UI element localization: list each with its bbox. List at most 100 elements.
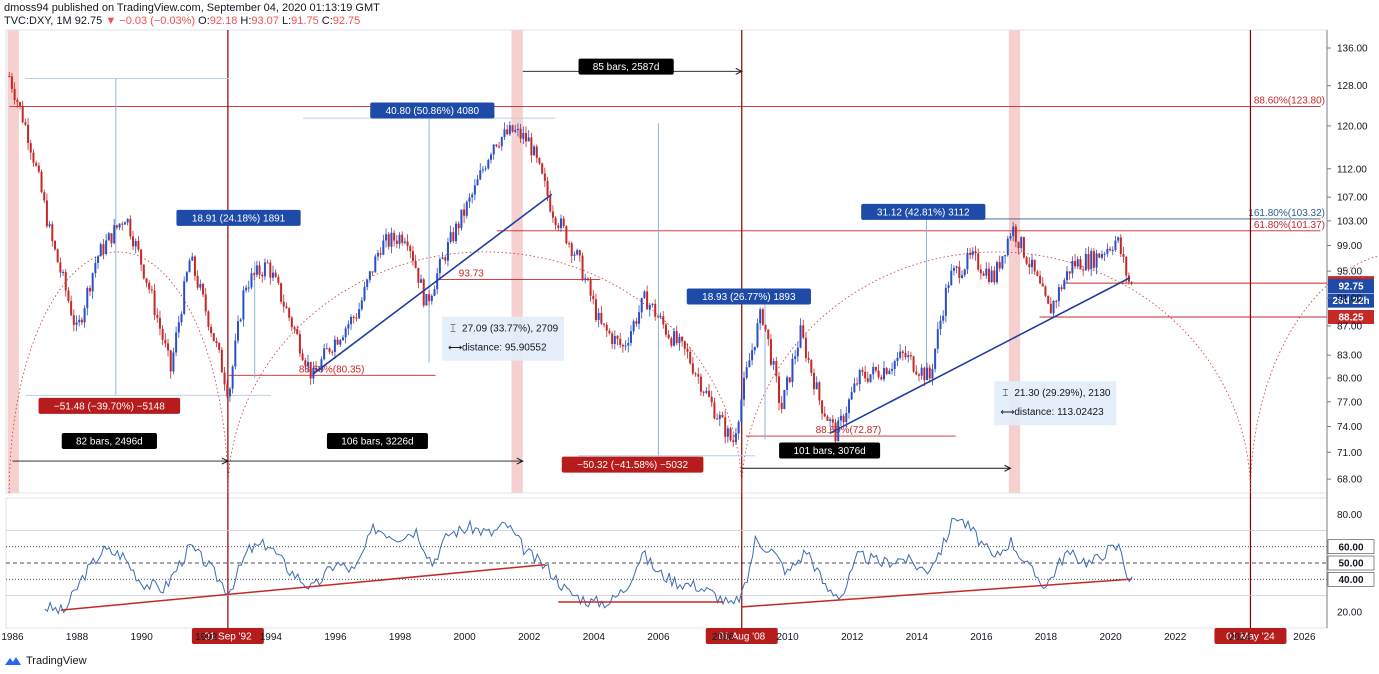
candle-body xyxy=(503,129,506,138)
candle-body xyxy=(815,382,818,390)
candle-body xyxy=(78,319,81,323)
y-tick-label: 80.00 xyxy=(1337,374,1362,385)
candle-body xyxy=(551,211,554,218)
candle-body xyxy=(476,179,479,186)
candle-body xyxy=(1041,283,1044,287)
candle-body xyxy=(250,273,253,288)
candle-body xyxy=(288,308,291,318)
candle-body xyxy=(880,377,883,380)
candle-body xyxy=(780,402,783,410)
candle-body xyxy=(837,420,840,442)
candle-body xyxy=(834,422,837,442)
candle-body xyxy=(664,324,667,335)
candle-body xyxy=(586,278,589,281)
candle-body xyxy=(912,356,915,372)
candle-body xyxy=(422,279,425,306)
candle-body xyxy=(697,374,700,377)
candle-body xyxy=(729,428,732,441)
close-value: 92.75 xyxy=(332,15,361,27)
x-tick-label: 1992 xyxy=(195,632,218,643)
y-tick-label: 71.00 xyxy=(1337,448,1362,459)
candle-body xyxy=(438,259,441,274)
candle-body xyxy=(565,226,568,244)
candle-body xyxy=(1044,286,1047,296)
y-tick-label: 120.00 xyxy=(1337,121,1368,132)
measure-label: 18.91 (24.18%) 1891 xyxy=(176,209,301,226)
candle-body xyxy=(570,243,573,256)
candle-body xyxy=(395,240,398,244)
candle-body xyxy=(1084,253,1087,271)
candle-body xyxy=(86,288,89,309)
candle-body xyxy=(648,305,651,310)
low-label: L: xyxy=(281,15,292,27)
candle-body xyxy=(562,218,565,227)
candle-body xyxy=(484,168,487,170)
candle-body xyxy=(891,368,894,371)
candle-body xyxy=(99,244,102,257)
candle-body xyxy=(1092,251,1095,268)
bar-count-label: 82 bars, 2496d xyxy=(61,432,157,449)
candle-body xyxy=(936,329,939,349)
candle-body xyxy=(70,301,73,316)
arrow-head-icon xyxy=(735,67,743,75)
svg-text:31.12 (42.81%) 3112: 31.12 (42.81%) 3112 xyxy=(877,207,970,218)
candle-body xyxy=(791,358,794,383)
candle-body xyxy=(581,255,584,281)
candle-body xyxy=(231,366,234,389)
candle-body xyxy=(689,351,692,364)
info-box-line1: 27.09 (33.77%), 2709 xyxy=(462,324,559,335)
candle-body xyxy=(487,159,490,169)
candle-body xyxy=(858,370,861,385)
candle-body xyxy=(142,264,145,279)
x-tick-label: 2020 xyxy=(1099,632,1122,643)
candle-body xyxy=(1114,240,1117,251)
candle-body xyxy=(226,384,229,397)
candle-body xyxy=(132,236,135,247)
y-tick-label: 77.00 xyxy=(1337,397,1362,408)
rsi-tick-label: 80.00 xyxy=(1337,510,1362,521)
candle-body xyxy=(627,343,630,346)
candle-body xyxy=(705,390,708,393)
candle-body xyxy=(977,253,980,270)
svg-text:85 bars, 2587d: 85 bars, 2587d xyxy=(593,62,660,73)
price-axis-tag xyxy=(1328,279,1374,294)
candle-body xyxy=(80,319,83,323)
candle-body xyxy=(608,330,611,334)
trendline xyxy=(312,193,553,375)
candle-body xyxy=(944,287,947,316)
candle-body xyxy=(950,270,953,286)
candle-body xyxy=(600,312,603,324)
candle-body xyxy=(812,372,815,390)
candle-body xyxy=(909,355,912,357)
candle-body xyxy=(1100,254,1103,258)
candle-body xyxy=(8,76,11,78)
candle-body xyxy=(59,262,62,273)
candle-body xyxy=(188,260,191,273)
high-value: 93.07 xyxy=(251,15,279,27)
open-value: 92.18 xyxy=(209,15,238,27)
candle-body xyxy=(847,399,850,414)
candle-body xyxy=(942,315,945,321)
candle-body xyxy=(775,361,778,377)
candle-body xyxy=(441,257,444,260)
candle-body xyxy=(578,250,581,256)
fib-level-label: 93.73 xyxy=(459,269,484,280)
tradingview-logo-icon xyxy=(5,657,21,665)
candle-body xyxy=(1039,275,1042,284)
candle-body xyxy=(678,336,681,344)
candle-body xyxy=(804,337,807,359)
candle-body xyxy=(309,361,312,379)
candle-body xyxy=(786,377,789,390)
candle-body xyxy=(759,309,762,324)
candle-body xyxy=(635,321,638,324)
candle-body xyxy=(457,223,460,229)
candle-body xyxy=(1031,259,1034,268)
candle-body xyxy=(88,288,91,292)
candle-body xyxy=(753,346,756,351)
candle-body xyxy=(605,324,608,331)
candle-body xyxy=(280,283,283,302)
candle-body xyxy=(818,382,821,401)
candle-body xyxy=(97,256,100,263)
svg-text:40.80 (50.86%) 4080: 40.80 (50.86%) 4080 xyxy=(386,106,480,117)
